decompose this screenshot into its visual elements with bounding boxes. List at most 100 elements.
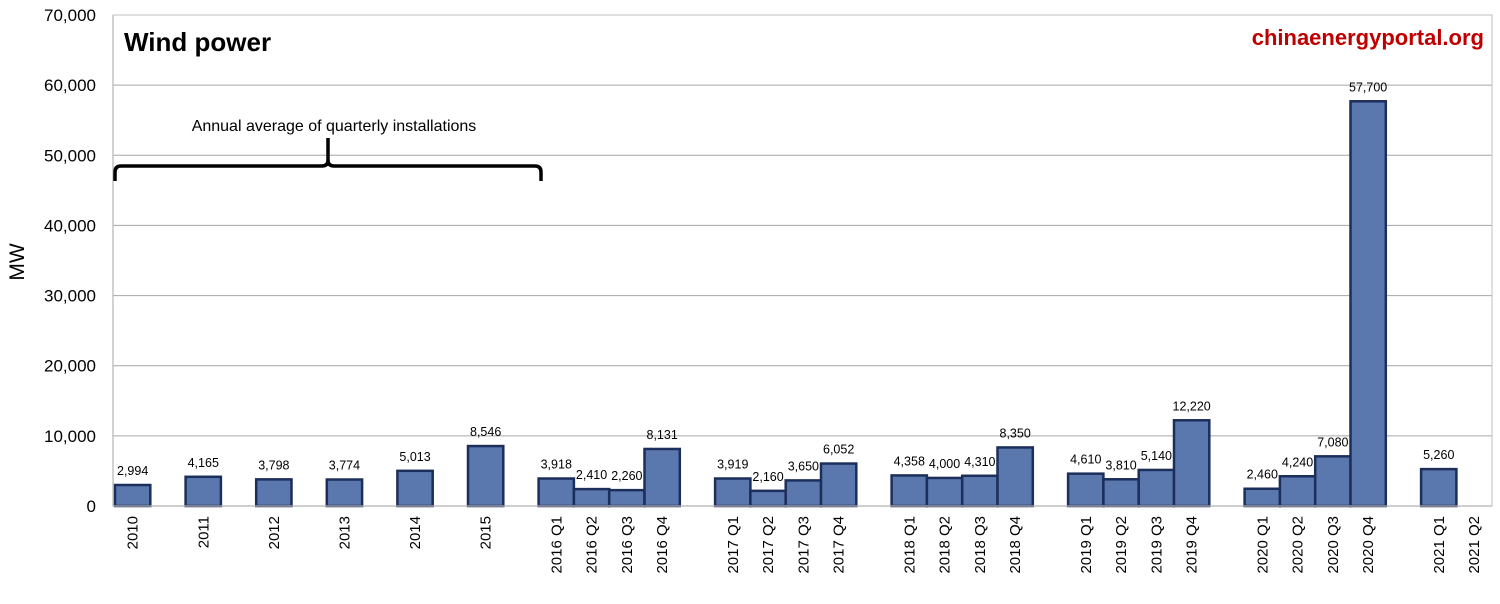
data-label: 4,610 [1070, 453, 1101, 467]
x-tick-label: 2018 Q1 [901, 516, 918, 574]
x-tick-label: 2020 Q3 [1325, 516, 1342, 574]
data-label: 3,810 [1105, 458, 1136, 472]
data-label: 7,080 [1317, 435, 1348, 449]
data-label: 3,919 [717, 458, 748, 472]
x-axis-labels: 2010 2011 2012 2013 2014 2015 2016 Q1 2016 Q2 20… [125, 516, 1483, 574]
bar [1102, 478, 1140, 508]
y-axis-label: MW [6, 243, 29, 280]
data-label: 4,165 [188, 456, 219, 470]
brace-icon [113, 138, 543, 181]
data-label: 3,650 [788, 459, 819, 473]
x-tick-label: 2020 Q2 [1290, 516, 1307, 574]
bar [1278, 475, 1317, 508]
data-label: 2,994 [117, 464, 148, 478]
data-label: 6,052 [823, 443, 854, 457]
bar [396, 469, 434, 508]
bar [113, 483, 152, 508]
x-tick-label: 2019 Q4 [1184, 516, 1201, 574]
bar [643, 447, 682, 508]
y-tick-label: 50,000 [44, 146, 96, 165]
bar [537, 477, 576, 508]
bar [713, 477, 752, 508]
plot-area [113, 15, 1492, 506]
bar [466, 444, 505, 508]
bar [890, 474, 929, 508]
x-tick-label: 2018 Q2 [937, 516, 954, 574]
y-tick-label: 10,000 [44, 427, 96, 446]
bar [572, 487, 611, 508]
data-label: 2,160 [752, 470, 783, 484]
data-label: 5,013 [399, 450, 430, 464]
y-axis-ticks: 0 10,000 20,000 30,000 40,000 50,000 60,000 70,… [44, 6, 96, 516]
data-label: 5,260 [1423, 448, 1454, 462]
x-tick-label: 2019 Q2 [1113, 516, 1130, 574]
bar [1349, 100, 1388, 508]
bar [996, 446, 1035, 508]
bar [819, 462, 858, 508]
x-tick-label: 2018 Q4 [1007, 516, 1024, 574]
x-tick-label: 2011 [195, 516, 212, 548]
bar [925, 476, 964, 508]
x-tick-label: 2020 Q4 [1360, 516, 1377, 574]
y-tick-label: 0 [87, 497, 96, 516]
bar [749, 489, 787, 508]
data-label: 3,798 [258, 458, 289, 472]
bar [607, 488, 646, 508]
bar [960, 474, 999, 508]
plot-border [112, 14, 1493, 507]
data-labels: 2,994 4,165 3,798 3,774 5,013 8,546 3,918 2,410… [117, 80, 1454, 484]
x-tick-label: 2016 Q4 [654, 516, 671, 574]
data-label: 57,700 [1349, 80, 1387, 94]
x-tick-label: 2017 Q1 [725, 516, 742, 574]
data-label: 8,350 [1000, 426, 1031, 440]
y-tick-label: 70,000 [44, 6, 96, 25]
bar [1243, 487, 1282, 508]
data-label: 3,774 [329, 459, 360, 473]
bar [784, 479, 823, 508]
data-label: 8,546 [470, 425, 501, 439]
source-watermark: chinaenergyportal.org [1252, 25, 1484, 50]
x-tick-label: 2021 Q2 [1466, 516, 1483, 574]
bar [325, 478, 364, 508]
x-tick-label: 2017 Q4 [831, 516, 848, 574]
bar [1137, 468, 1176, 508]
data-label: 2,260 [611, 469, 642, 483]
axes [112, 14, 1493, 507]
data-label: 3,918 [541, 458, 572, 472]
x-tick-label: 2020 Q1 [1254, 516, 1271, 574]
x-tick-label: 2021 Q1 [1431, 516, 1448, 574]
x-tick-label: 2019 Q3 [1148, 516, 1165, 574]
x-tick-label: 2017 Q2 [760, 516, 777, 574]
y-tick-label: 20,000 [44, 357, 96, 376]
x-tick-label: 2013 [336, 516, 353, 549]
data-label: 2,410 [576, 468, 607, 482]
bar [1172, 419, 1211, 508]
data-label: 4,358 [894, 454, 925, 468]
x-tick-label: 2012 [266, 516, 283, 549]
chart-title: Wind power [124, 27, 271, 57]
data-label: 12,220 [1173, 399, 1211, 413]
y-tick-label: 30,000 [44, 287, 96, 306]
bar [254, 478, 293, 508]
bar [1313, 455, 1352, 508]
x-tick-label: 2015 [478, 516, 495, 549]
x-tick-label: 2010 [125, 516, 142, 549]
x-tick-label: 2019 Q1 [1078, 516, 1095, 574]
bar [1066, 472, 1105, 508]
data-label: 4,240 [1282, 455, 1313, 469]
data-label: 5,140 [1141, 449, 1172, 463]
data-label: 4,000 [929, 457, 960, 471]
y-tick-label: 60,000 [44, 76, 96, 95]
x-tick-label: 2016 Q2 [584, 516, 601, 574]
annotation-text: Annual average of quarterly installation… [192, 118, 477, 135]
data-label: 2,460 [1247, 468, 1278, 482]
bar [1419, 467, 1458, 508]
annual-average-annotation: Annual average of quarterly installation… [113, 118, 543, 181]
x-tick-label: 2014 [407, 516, 424, 549]
x-tick-label: 2018 Q3 [972, 516, 989, 574]
x-tick-label: 2016 Q1 [548, 516, 565, 574]
x-tick-label: 2017 Q3 [795, 516, 812, 574]
y-tick-label: 40,000 [44, 216, 96, 235]
data-label: 8,131 [647, 428, 678, 442]
